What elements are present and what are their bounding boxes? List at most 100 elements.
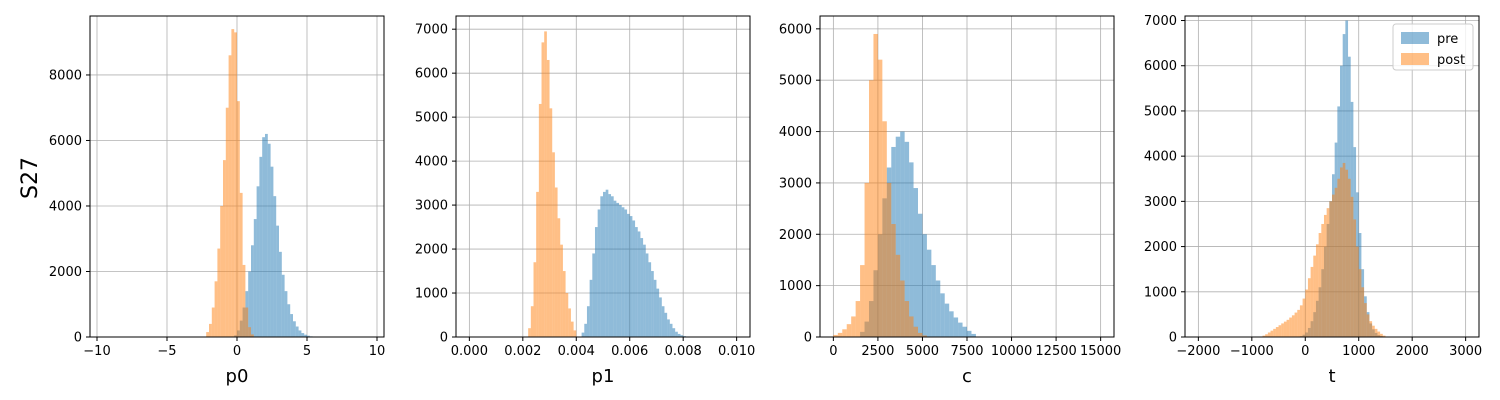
bar-pre (624, 209, 628, 337)
bar-post (1353, 219, 1357, 337)
bar-post (220, 205, 223, 337)
bar-pre (926, 249, 932, 337)
bar-post (1313, 255, 1316, 337)
bar-pre (680, 335, 684, 337)
bar-pre (922, 234, 927, 337)
bar-post (1270, 330, 1274, 337)
bar-post (1348, 178, 1351, 337)
bar-post (909, 316, 914, 337)
bar-post (234, 32, 237, 337)
bar-pre (603, 191, 606, 337)
y-tick-label: 6000 (49, 134, 82, 149)
x-tick-label: 5000 (906, 344, 939, 359)
bar-post (228, 55, 232, 337)
y-tick-label: 7000 (1144, 14, 1177, 29)
bar-pre (616, 202, 620, 337)
bar-pre (909, 162, 914, 337)
bar-pre (281, 274, 285, 337)
bar-pre (259, 156, 263, 337)
x-tick-label: −2000 (1176, 344, 1220, 359)
bar-pre (645, 253, 649, 337)
bar-pre (304, 334, 307, 337)
legend-label-post: post (1437, 53, 1465, 68)
bar-post (1382, 335, 1386, 337)
y-tick-label: 3000 (415, 199, 448, 214)
axes-frame (455, 15, 751, 338)
bar-post (846, 324, 852, 337)
x-axis-label: p1 (592, 366, 615, 387)
bar-pre (613, 200, 617, 337)
bar-post (1340, 167, 1343, 337)
bar-pre (953, 317, 959, 337)
bar-post (1299, 305, 1303, 337)
bar-post (1286, 319, 1290, 337)
x-tick-label: 0.000 (451, 344, 488, 359)
x-tick-label: 3000 (1449, 344, 1482, 359)
bar-post (918, 332, 923, 337)
y-tick-label: 3000 (779, 176, 812, 191)
x-tick-label: 0.010 (718, 344, 755, 359)
bar-post (242, 264, 246, 337)
bar-pre (284, 291, 288, 337)
bar-pre (262, 137, 265, 337)
bar-post (1332, 194, 1335, 337)
bar-pre (248, 271, 251, 337)
bar-post (1345, 169, 1349, 337)
series-post (528, 31, 577, 338)
x-tick-label: 0 (1301, 344, 1309, 359)
x-tick-label: −10 (83, 344, 110, 359)
y-tick-label: 1000 (415, 287, 448, 302)
x-axis-label: c (962, 366, 972, 387)
bar-pre (273, 196, 277, 337)
bar-pre (287, 304, 291, 337)
bar-post (1275, 327, 1279, 337)
bar-pre (605, 189, 609, 337)
bar-post (1380, 333, 1383, 337)
x-axis-label: p0 (226, 366, 249, 387)
bar-pre (635, 227, 638, 337)
bar-post (245, 307, 249, 337)
bar-post (248, 327, 251, 337)
bar-post (225, 107, 229, 337)
bar-pre (669, 323, 673, 337)
bar-post (1350, 196, 1354, 337)
x-tick-label: 0.004 (558, 344, 595, 359)
bar-post (833, 334, 838, 337)
y-tick-label: 3000 (1144, 195, 1177, 210)
bar-post (538, 103, 542, 337)
bar-post (217, 248, 221, 337)
panel-t: −2000 −1000 0 1000 2000 3000 0 1000 2000 3000 4000… (1144, 14, 1482, 387)
bar-post (1307, 278, 1311, 337)
bar-pre (586, 306, 590, 337)
bar-pre (627, 213, 630, 337)
series-pre (234, 133, 313, 337)
bar-pre (664, 312, 668, 337)
y-tick-label: 0 (74, 331, 82, 346)
legend-swatch-pre (1401, 32, 1429, 44)
bar-post (1326, 208, 1330, 337)
y-tick-label: 4000 (415, 155, 448, 170)
bar-pre (276, 225, 279, 337)
bar-post (882, 121, 887, 338)
bar-post (1337, 178, 1341, 337)
bar-post (869, 80, 874, 337)
bar-post (1289, 317, 1292, 337)
bar-pre (940, 293, 945, 337)
series-post (833, 33, 927, 338)
bar-post (1377, 331, 1381, 337)
bar-post (1358, 269, 1362, 337)
bar-post (231, 29, 235, 337)
bar-pre (293, 321, 296, 337)
bar-post (223, 160, 226, 337)
bar-pre (935, 280, 941, 337)
bar-post (237, 101, 240, 337)
y-tick-label: 6000 (779, 22, 812, 37)
bar-pre (270, 166, 274, 337)
y-tick-label: 1000 (1144, 285, 1177, 300)
bar-pre (600, 196, 603, 337)
y-tick-label: 2000 (49, 265, 82, 280)
bar-pre (643, 244, 646, 337)
bar-pre (592, 253, 595, 337)
bar-pre (931, 265, 936, 337)
legend-label-pre: pre (1437, 32, 1458, 47)
